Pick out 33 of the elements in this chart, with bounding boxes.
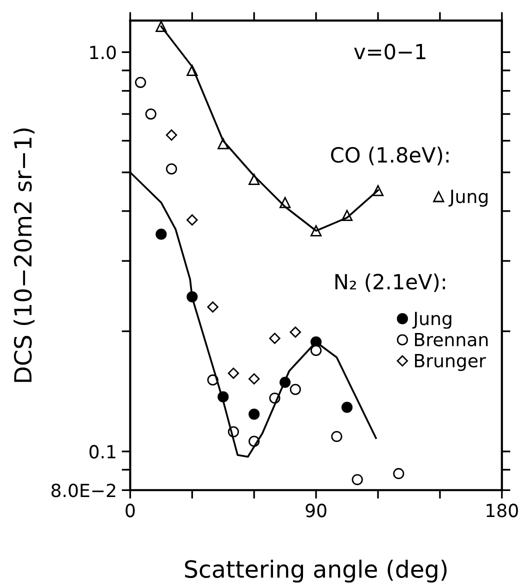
point	[166, 163, 178, 174]
point	[310, 344, 322, 356]
point	[145, 108, 156, 120]
y-tick-label: 0.1	[89, 444, 116, 459]
point	[134, 76, 146, 88]
point	[207, 301, 218, 313]
annotation: v=0−1	[354, 44, 426, 60]
x-tick-label: 0	[126, 504, 135, 518]
x-axis-title: Scattering angle (deg)	[185, 560, 447, 583]
y-tick-label: 8.0E−2	[51, 484, 116, 498]
point	[341, 402, 353, 413]
point	[352, 474, 363, 486]
y-tick-label: 1.0	[90, 46, 116, 60]
point	[290, 384, 301, 395]
annotation: CO (1.8eV):	[331, 146, 448, 166]
point	[186, 214, 198, 226]
point	[228, 368, 240, 379]
x-tick-label: 90	[306, 504, 326, 518]
annotation: N₂ (2.1eV):	[335, 273, 445, 292]
legend-label: Brennan	[415, 332, 488, 346]
y-axis-title: DCS (10−20m2 sr−1)	[14, 128, 35, 382]
point	[166, 129, 178, 141]
point	[248, 373, 260, 384]
point	[290, 326, 302, 338]
point	[269, 332, 280, 344]
point	[248, 408, 260, 420]
legend-label: Jung	[448, 190, 488, 207]
point	[156, 228, 167, 240]
point	[331, 430, 342, 442]
legend-label: Brunger	[415, 354, 486, 371]
x-tick-label: 180	[486, 504, 518, 518]
legend-label: Jung	[412, 312, 452, 329]
point	[393, 468, 404, 480]
